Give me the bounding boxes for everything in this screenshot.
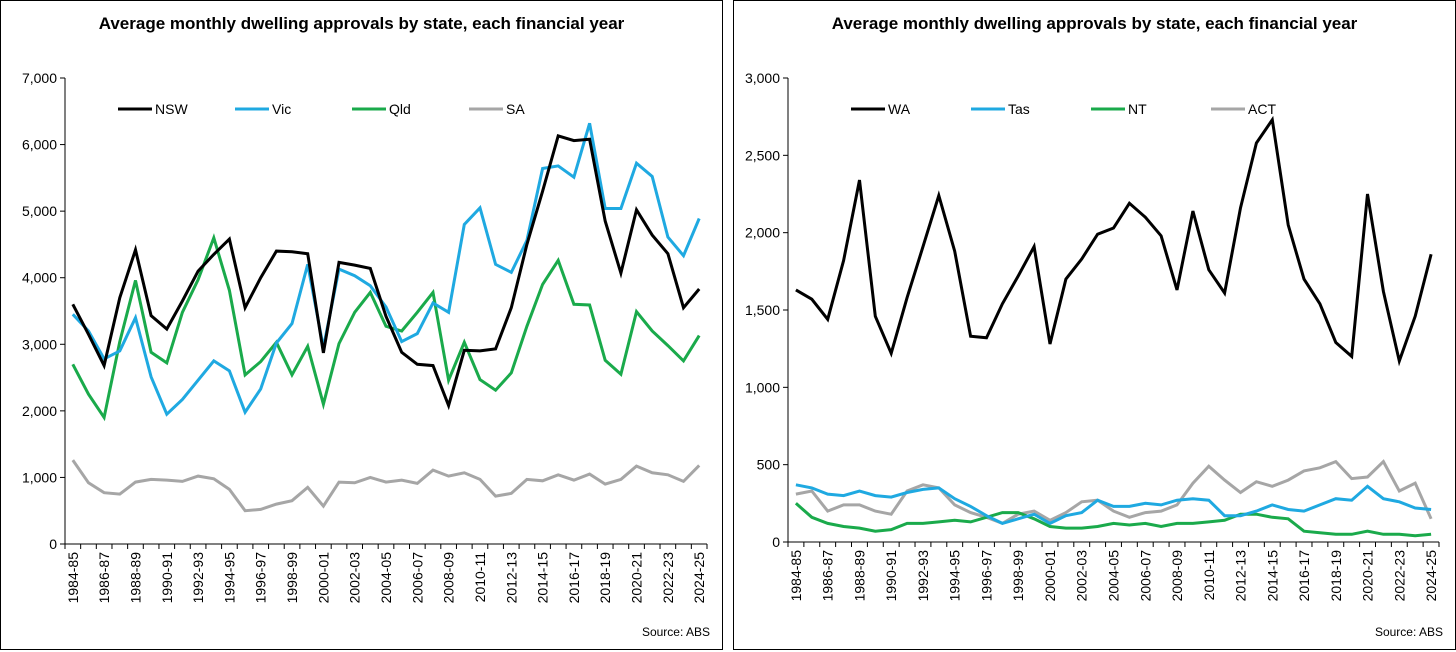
x-tick-label: 2016-17: [1296, 550, 1312, 602]
x-tick-label: 2012-13: [1233, 550, 1249, 602]
y-tick-label: 2,000: [745, 225, 780, 241]
x-tick-label: 2014-15: [1264, 550, 1280, 602]
x-tick-label: 2022-23: [1391, 550, 1407, 602]
x-tick-label: 2008-09: [1169, 550, 1185, 602]
y-tick-label: 3,000: [22, 336, 57, 352]
x-tick-label: 2024-25: [691, 552, 707, 604]
x-tick-label: 2004-05: [378, 552, 394, 604]
x-tick-label: 1988-89: [127, 552, 143, 604]
x-tick-label: 2018-19: [1328, 550, 1344, 602]
x-tick-label: 2002-03: [1074, 550, 1090, 602]
x-tick-label: 1992-93: [190, 552, 206, 604]
y-tick-label: 0: [772, 534, 780, 550]
source-note: Source: ABS: [641, 625, 710, 639]
y-tick-label: 4,000: [22, 270, 57, 286]
line-chart-svg: 0 1,000 2,000 3,000 4,000 5,000 6,000 7,000 1984…: [22, 70, 708, 604]
x-tick-label: 2004-05: [1106, 550, 1122, 602]
x-tick-label: 1996-97: [978, 550, 994, 602]
x-tick-label: 2010-11: [1201, 550, 1217, 601]
x-tick-label: 1990-91: [883, 550, 899, 602]
series-line-nt: [794, 502, 1432, 538]
x-tick-label: 2012-13: [503, 552, 519, 604]
legend-label: Vic: [272, 101, 291, 117]
x-tick-label: 1984-85: [65, 552, 81, 604]
series-line-vic: [71, 122, 701, 417]
x-tick-label: 2006-07: [1137, 550, 1153, 602]
x-tick-label: 1996-97: [253, 552, 269, 604]
x-tick-label: 1990-91: [159, 552, 175, 604]
x-tick-label: 1998-99: [284, 552, 300, 604]
x-tick-label: 2020-21: [1360, 550, 1376, 602]
x-tick-label: 2000-01: [315, 552, 331, 604]
x-tick-label: 2010-11: [472, 552, 488, 603]
y-tick-label: 0: [49, 536, 57, 552]
y-tick-label: 2,500: [745, 147, 780, 163]
legend-label: SA: [506, 101, 525, 117]
x-tick-label: 2024-25: [1423, 550, 1439, 602]
y-tick-label: 1,000: [22, 469, 57, 485]
x-tick-label: 1986-87: [96, 552, 112, 604]
chart-title: Average monthly dwelling approvals by st…: [98, 14, 625, 33]
series-line-tas: [795, 483, 1432, 526]
series-line-sa: [71, 459, 701, 513]
source-note: Source: ABS: [1374, 625, 1443, 639]
y-tick-label: 1,500: [745, 302, 780, 318]
x-tick-label: 2000-01: [1042, 550, 1058, 602]
x-tick-label: 1986-87: [820, 550, 836, 602]
x-tick-label: 2020-21: [629, 552, 645, 604]
x-tick-label: 2006-07: [409, 552, 425, 604]
x-tick-label: 1994-95: [221, 552, 237, 604]
chart-panel-right: Average monthly dwelling approvals by st…: [733, 0, 1456, 650]
x-tick-label: 2022-23: [660, 552, 676, 604]
legend-label: NSW: [155, 101, 188, 117]
legend-label: Qld: [389, 101, 411, 117]
series-line-act: [795, 459, 1433, 526]
series-line-wa: [795, 115, 1433, 367]
legend-label: Tas: [1008, 101, 1030, 117]
legend-label: WA: [888, 101, 911, 117]
x-tick-label: 2008-09: [441, 552, 457, 604]
y-tick-label: 1,000: [745, 379, 780, 395]
x-tick-label: 2014-15: [535, 552, 551, 604]
x-tick-label: 1994-95: [947, 550, 963, 602]
y-tick-label: 5,000: [22, 203, 57, 219]
series-line-nsw: [71, 134, 701, 411]
chart-title: Average monthly dwelling approvals by st…: [831, 14, 1358, 33]
legend-label: NT: [1128, 101, 1147, 117]
y-tick-label: 6,000: [22, 137, 57, 153]
y-tick-label: 500: [757, 457, 781, 473]
x-tick-label: 1984-85: [788, 550, 804, 602]
legend-label: ACT: [1248, 101, 1276, 117]
y-tick-label: 3,000: [745, 70, 780, 86]
x-tick-label: 2002-03: [347, 552, 363, 604]
y-tick-label: 7,000: [22, 70, 57, 86]
x-tick-label: 2018-19: [597, 552, 613, 604]
x-tick-label: 1992-93: [915, 550, 931, 602]
y-tick-label: 2,000: [22, 403, 57, 419]
x-tick-label: 1988-89: [851, 550, 867, 602]
series-line-qld: [71, 233, 701, 422]
x-tick-label: 2016-17: [566, 552, 582, 604]
chart-panel-left: Average monthly dwelling approvals by st…: [0, 0, 723, 650]
x-tick-label: 1998-99: [1010, 550, 1026, 602]
line-chart-svg: 0 500 1,000 1,500 2,000 2,500 3,000 1984-85 1986…: [745, 70, 1440, 602]
